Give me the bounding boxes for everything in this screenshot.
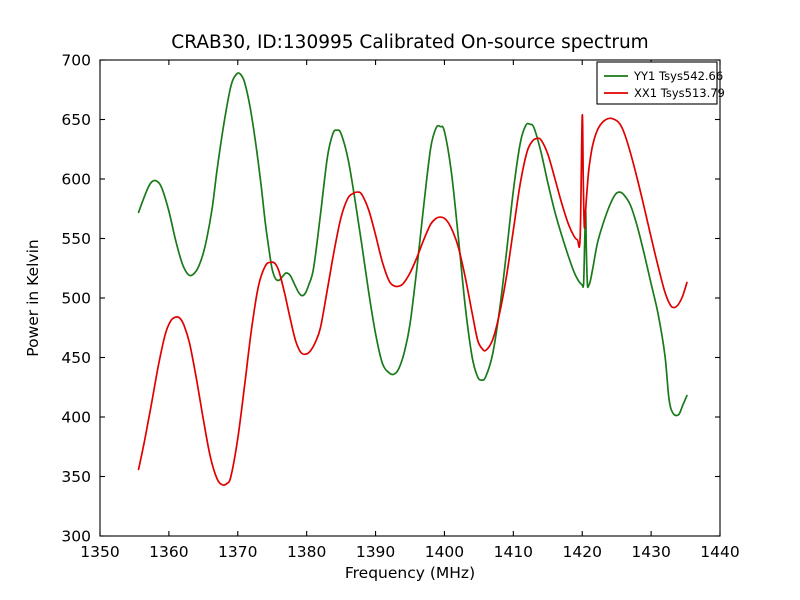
y-tick-label: 300 — [61, 528, 91, 546]
y-tick-label: 350 — [61, 468, 91, 486]
y-tick-label: 400 — [61, 409, 91, 427]
chart-title: CRAB30, ID:130995 Calibrated On-source s… — [171, 32, 648, 53]
x-tick-label: 1380 — [287, 543, 326, 561]
legend-frame — [596, 61, 718, 105]
x-axis-title: Frequency (MHz) — [345, 564, 475, 582]
x-tick-label: 1400 — [425, 543, 464, 561]
y-tick-label: 450 — [61, 349, 91, 367]
series-line-xx1 — [137, 113, 688, 487]
y-tick-label: 500 — [61, 290, 91, 308]
y-tick-label: 650 — [61, 111, 91, 129]
legend-label-xx1: XX1 Tsys513.79 — [634, 86, 725, 100]
series-line-yy1 — [137, 72, 688, 417]
plot-border — [99, 59, 721, 537]
x-tick-label: 1410 — [494, 543, 533, 561]
y-tick-label: 700 — [61, 52, 91, 70]
plot-area-background — [100, 60, 720, 536]
x-tick-label: 1440 — [700, 543, 739, 561]
x-tick-label: 1360 — [149, 543, 188, 561]
legend-label-yy1: YY1 Tsys542.66 — [633, 69, 723, 83]
chart-legend: YY1 Tsys542.66 XX1 Tsys513.79 — [596, 61, 725, 105]
y-tick-label: 550 — [61, 230, 91, 248]
y-axis-title: Power in Kelvin — [24, 239, 42, 356]
x-tick-label: 1350 — [80, 543, 119, 561]
x-tick-label: 1370 — [218, 543, 257, 561]
x-tick-label: 1420 — [562, 543, 601, 561]
x-axis-ticks: 1350 1360 1370 1380 1390 1400 1410 1420 1430 1440 — [80, 60, 740, 561]
data-series-group — [137, 72, 688, 487]
y-tick-label: 600 — [61, 171, 91, 189]
y-axis-ticks: 300 350 400 450 500 550 600 650 700 — [61, 52, 720, 546]
x-tick-label: 1430 — [631, 543, 670, 561]
x-tick-label: 1390 — [356, 543, 395, 561]
